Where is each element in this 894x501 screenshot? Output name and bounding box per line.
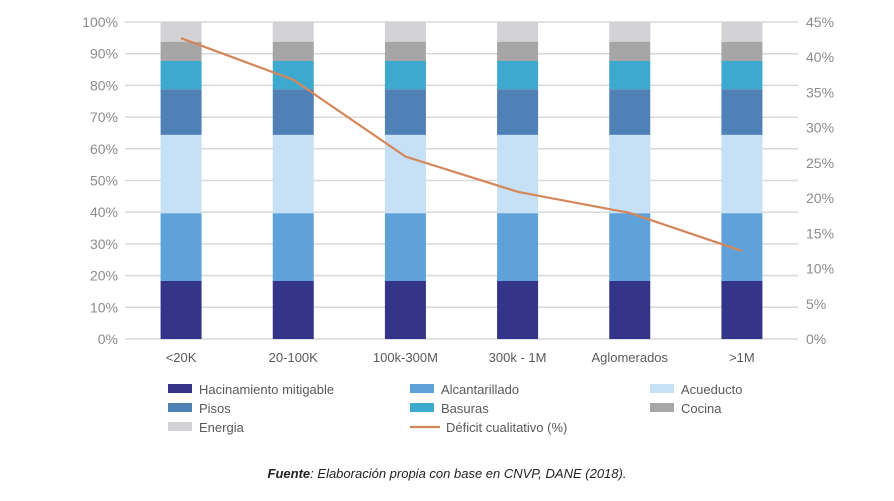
bar-segment: [609, 22, 651, 42]
bar-segment: [160, 60, 202, 90]
right-tick-label: 15%: [806, 225, 834, 241]
bar-segment: [721, 41, 763, 61]
bar-segment: [160, 213, 202, 281]
bar-segment: [721, 89, 763, 135]
bar-segment: [160, 22, 202, 42]
bar-segment: [160, 280, 202, 339]
bar-segment: [497, 60, 539, 90]
legend-label: Alcantarillado: [441, 382, 519, 397]
legend-swatch: [168, 384, 192, 393]
left-tick-label: 100%: [82, 14, 118, 30]
bar-segment: [721, 280, 763, 339]
x-tick-label: 300k - 1M: [489, 350, 547, 365]
x-tick-label: >1M: [729, 350, 755, 365]
bar-segment: [384, 60, 426, 90]
legend-label: Cocina: [681, 401, 722, 416]
right-tick-label: 30%: [806, 120, 834, 136]
bar-segment: [497, 280, 539, 339]
bar-segment: [497, 213, 539, 281]
bar-segment: [160, 134, 202, 214]
left-tick-label: 20%: [90, 268, 118, 284]
bar-segment: [609, 134, 651, 214]
bar-segment: [609, 213, 651, 281]
legend-swatch: [410, 384, 434, 393]
bar-segment: [721, 134, 763, 214]
left-tick-label: 30%: [90, 236, 118, 252]
bar-segment: [609, 60, 651, 90]
legend-label: Energia: [199, 420, 245, 435]
bar-segment: [497, 134, 539, 214]
left-tick-label: 60%: [90, 141, 118, 157]
bar-segment: [272, 280, 314, 339]
right-tick-label: 40%: [806, 49, 834, 65]
bar-segment: [272, 134, 314, 214]
right-tick-label: 20%: [806, 190, 834, 206]
legend-label: Hacinamiento mitigable: [199, 382, 334, 397]
legend-label: Déficit cualitativo (%): [446, 420, 567, 435]
bar-segment: [272, 22, 314, 42]
bar-segment: [272, 89, 314, 135]
right-tick-label: 35%: [806, 84, 834, 100]
legend-label: Pisos: [199, 401, 231, 416]
legend-swatch: [650, 384, 674, 393]
left-tick-label: 40%: [90, 204, 118, 220]
bar-segment: [272, 213, 314, 281]
right-tick-label: 5%: [806, 296, 826, 312]
source-note: Fuente: Elaboración propia con base en C…: [0, 466, 894, 481]
right-tick-label: 25%: [806, 155, 834, 171]
legend-swatch: [168, 403, 192, 412]
bar-segment: [160, 89, 202, 135]
bar-segment: [609, 280, 651, 339]
bar-segment: [497, 41, 539, 61]
bar-segment: [609, 41, 651, 61]
x-tick-label: Aglomerados: [591, 350, 668, 365]
legend-label: Basuras: [441, 401, 489, 416]
bar-segment: [721, 22, 763, 42]
line-series: [180, 37, 743, 252]
left-tick-label: 0%: [98, 331, 118, 347]
bar-segment: [272, 41, 314, 61]
bar-segment: [609, 89, 651, 135]
bar-segment: [497, 22, 539, 42]
chart-svg: 0% 10% 20% 30% 40% 50% 60% 70% 80% 90% 100% 0% 5% 10%…: [82, 14, 834, 435]
left-tick-label: 90%: [90, 46, 118, 62]
legend-label: Acueducto: [681, 382, 742, 397]
source-text: : Elaboración propia con base en CNVP, D…: [310, 466, 627, 481]
legend-swatch: [168, 422, 192, 431]
right-tick-label: 10%: [806, 261, 834, 277]
right-tick-label: 45%: [806, 14, 834, 30]
bar-segment: [160, 41, 202, 61]
bar-segment: [384, 22, 426, 42]
left-tick-label: 70%: [90, 109, 118, 125]
legend-swatch: [410, 403, 434, 412]
left-tick-label: 50%: [90, 173, 118, 189]
bar-segment: [721, 60, 763, 90]
x-tick-label: <20K: [166, 350, 197, 365]
left-tick-label: 80%: [90, 77, 118, 93]
bar-segment: [384, 41, 426, 61]
bar-segment: [384, 280, 426, 339]
source-label: Fuente: [267, 466, 311, 481]
right-tick-label: 0%: [806, 331, 826, 347]
left-tick-label: 10%: [90, 299, 118, 315]
x-tick-label: 100k-300M: [373, 350, 438, 365]
bar-segment: [384, 213, 426, 281]
x-tick-label: 20-100K: [269, 350, 318, 365]
bar-segment: [497, 89, 539, 135]
legend-swatch: [650, 403, 674, 412]
bar-segment: [384, 89, 426, 135]
